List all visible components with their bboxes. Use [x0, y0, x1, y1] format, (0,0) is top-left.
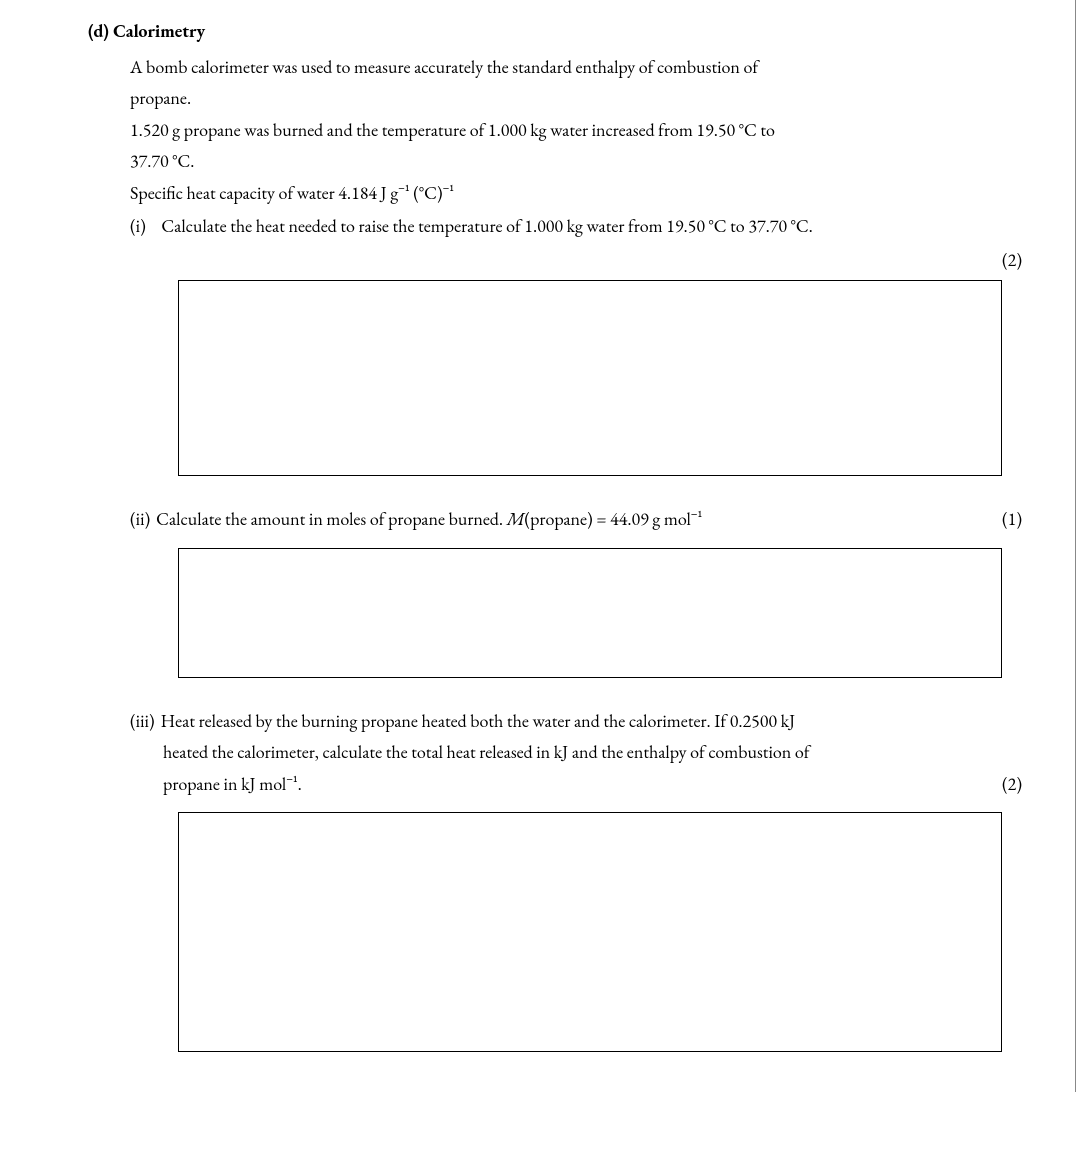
question-i-prompt-row: (i) Calculate the heat needed to raise t…: [18, 211, 1062, 243]
question-ii-text-pre: Calculate the amount in moles of propane…: [156, 508, 506, 531]
intro-line-3: 1.520 g propane was burned and the tempe…: [130, 115, 1022, 147]
question-ii-marks: (1): [1002, 504, 1022, 536]
intro-paragraph: A bomb calorimeter was used to measure a…: [18, 52, 1062, 210]
question-ii-molar-M: M: [507, 508, 525, 531]
question-ii-molar-rest: (propane) = 44.09 g mol⁻¹: [524, 508, 702, 531]
question-iii-line3: propane in kJ mol⁻¹.: [163, 769, 984, 801]
intro-line-5: Specific heat capacity of water 4.184 J …: [130, 178, 1022, 210]
page-right-margin-line: [1075, 0, 1076, 1092]
question-ii-numeral: (ii): [130, 504, 150, 536]
intro-line-2: propane.: [130, 83, 1022, 115]
question-i: (i) Calculate the heat needed to raise t…: [18, 211, 1062, 476]
intro-line-1: A bomb calorimeter was used to measure a…: [130, 52, 1022, 84]
question-ii-text: Calculate the amount in moles of propane…: [156, 504, 978, 536]
question-ii-prompt-row: (ii) Calculate the amount in moles of pr…: [18, 504, 1062, 536]
question-iii-marks: (2): [1002, 769, 1022, 801]
intro-line-4: 37.70 °C.: [130, 146, 1022, 178]
question-i-text: Calculate the heat needed to raise the t…: [161, 211, 1022, 243]
question-iii-line1: Heat released by the burning propane hea…: [161, 706, 1022, 738]
question-i-marks: (2): [18, 245, 1062, 277]
question-iii-line2: heated the calorimeter, calculate the to…: [18, 737, 1062, 769]
question-iii-line1-row: (iii) Heat released by the burning propa…: [18, 706, 1062, 738]
question-i-numeral: (i): [130, 211, 146, 243]
section-d-heading: (d) Calorimetry: [18, 16, 1062, 48]
question-ii: (ii) Calculate the amount in moles of pr…: [18, 504, 1062, 678]
question-iii-answer-box: [178, 812, 1002, 1052]
exam-page: (d) Calorimetry A bomb calorimeter was u…: [0, 0, 1080, 1092]
question-i-answer-box: [178, 280, 1002, 476]
question-iii-numeral: (iii): [130, 706, 155, 738]
question-iii: (iii) Heat released by the burning propa…: [18, 706, 1062, 1053]
question-iii-line3-row: propane in kJ mol⁻¹. (2): [18, 769, 1062, 801]
question-ii-answer-box: [178, 548, 1002, 678]
